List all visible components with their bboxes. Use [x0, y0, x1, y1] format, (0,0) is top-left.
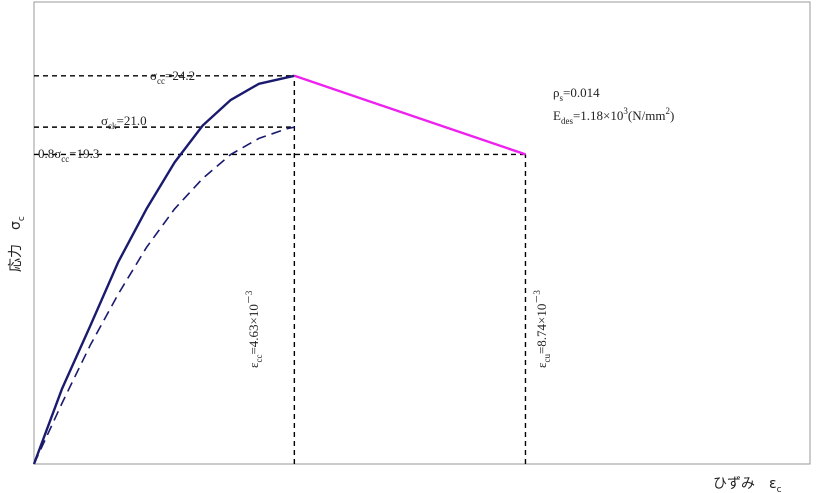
plot-frame	[33, 1, 811, 465]
x-axis-label: ひずみ εc	[713, 476, 782, 493]
main-curve-line	[32, 74, 295, 465]
descending-branch-line	[294, 74, 526, 156]
sigma-08cc-label: 0.8σcc=19.3	[38, 146, 99, 164]
edes-label: Edes=1.18×103(N/mm2)	[553, 106, 674, 126]
sigma-ck-label: σck=21.0	[101, 113, 147, 131]
rho-label: ρs=0.014	[553, 85, 600, 103]
dashed-curve-line	[33, 126, 295, 465]
y-axis-label: 応力 σc	[8, 216, 27, 272]
epsilon-cu-label: εcu=8.74×10－3	[532, 290, 552, 368]
sigma-cc-label: σcc=24.2	[150, 68, 195, 86]
epsilon-cc-label: εcc=4.63×10－3	[244, 290, 264, 368]
series-layer	[32, 74, 526, 465]
reference-lines	[34, 75, 527, 464]
